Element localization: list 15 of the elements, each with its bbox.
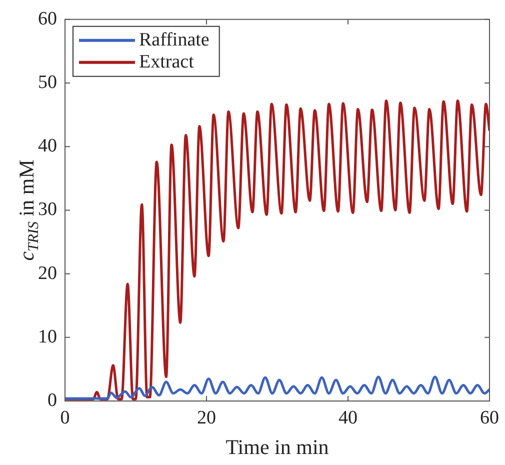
y-tick-label: 10 (38, 326, 57, 348)
x-tick-label: 40 (338, 407, 358, 428)
legend-label: Raffinate (139, 29, 210, 50)
y-tick-label: 0 (48, 390, 57, 411)
x-tick-label: 60 (480, 407, 499, 428)
legend-label: Extract (139, 51, 195, 72)
x-tick-label: 20 (197, 407, 216, 428)
line-series (65, 376, 490, 400)
x-axis-title: Time in min (226, 434, 330, 459)
y-tick-label: 60 (38, 8, 57, 30)
y-tick-label: 20 (38, 262, 57, 284)
line-series (65, 100, 490, 400)
y-tick-label: 50 (38, 72, 57, 93)
y-tick-label: 40 (38, 136, 57, 157)
x-tick-label: 0 (60, 407, 70, 428)
